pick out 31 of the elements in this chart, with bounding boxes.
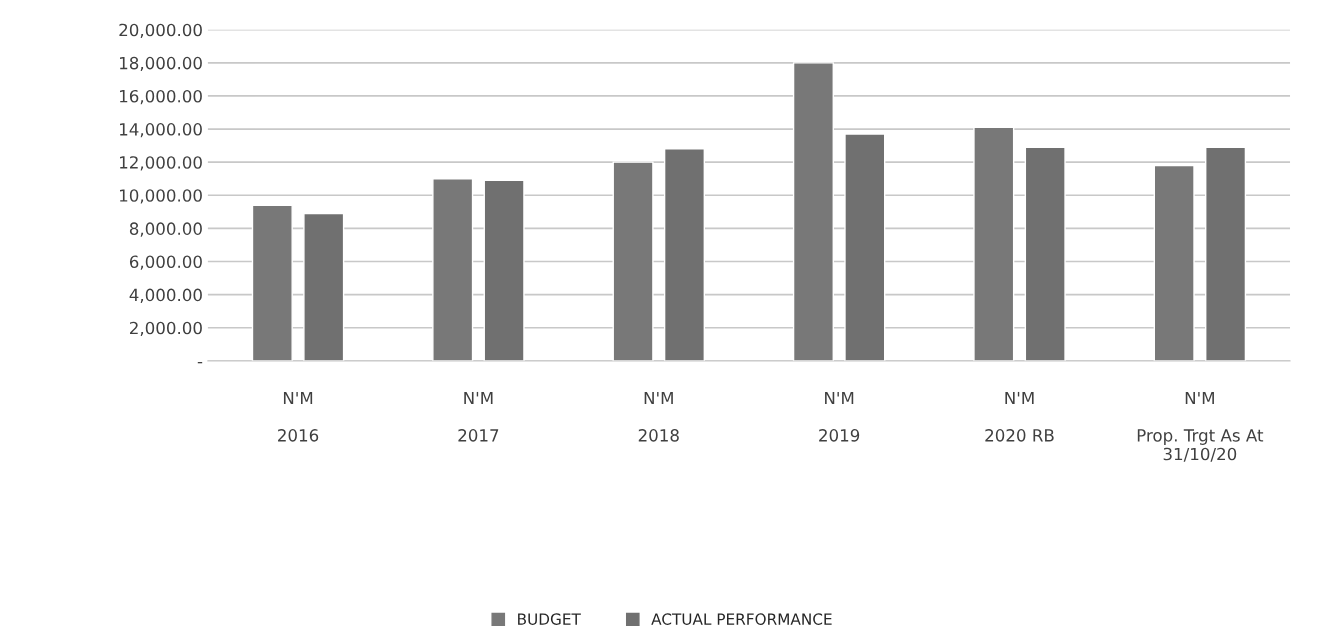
legend-label: BUDGET [518, 613, 581, 625]
y-tick-label: 12,000.00 [120, 156, 202, 171]
bar [303, 212, 345, 361]
bar [1024, 146, 1066, 361]
bar [663, 148, 706, 361]
y-tick-label: 2,000.00 [130, 321, 202, 337]
bar [844, 133, 886, 361]
category-label: N'M 2018 [638, 391, 679, 442]
category-label: N'M 2019 [819, 391, 860, 442]
bar [612, 161, 654, 361]
bar [432, 178, 474, 361]
category-label: N'M 2016 [278, 391, 319, 442]
y-tick-label: - [197, 361, 203, 364]
y-tick-label: 20,000.00 [119, 23, 202, 38]
bar [1153, 164, 1195, 361]
bar [792, 62, 834, 361]
y-tick-label: 14,000.00 [120, 123, 202, 138]
legend-label: ACTUAL PERFORMANCE [651, 613, 832, 625]
y-tick-label: 6,000.00 [129, 255, 202, 270]
y-tick-label: 8,000.00 [129, 222, 202, 237]
category-label: N'M 2020 RB [985, 391, 1054, 442]
category-label: N'M 2017 [458, 391, 499, 442]
bar [483, 179, 525, 361]
y-tick-label: 18,000.00 [120, 56, 202, 72]
y-tick-label: 10,000.00 [120, 189, 202, 204]
bar [973, 126, 1015, 361]
bar [1205, 146, 1247, 361]
y-tick-label: 4,000.00 [129, 288, 202, 303]
category-label: N'M Prop. Trgt As At 31/10/20 [1137, 391, 1264, 462]
y-tick-label: 16,000.00 [120, 89, 202, 105]
bar [251, 204, 293, 361]
